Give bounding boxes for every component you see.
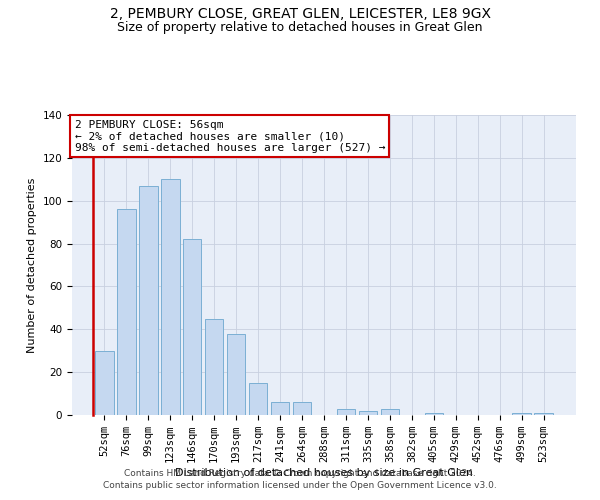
Text: Contains public sector information licensed under the Open Government Licence v3: Contains public sector information licen… [103, 481, 497, 490]
Bar [359, 410, 377, 415]
Bar [183, 240, 202, 415]
Text: Size of property relative to detached houses in Great Glen: Size of property relative to detached ho… [117, 22, 483, 35]
Bar [337, 408, 355, 415]
Text: Contains HM Land Registry data © Crown copyright and database right 2024.: Contains HM Land Registry data © Crown c… [124, 468, 476, 477]
Text: 2 PEMBURY CLOSE: 56sqm
← 2% of detached houses are smaller (10)
98% of semi-deta: 2 PEMBURY CLOSE: 56sqm ← 2% of detached … [74, 120, 385, 152]
Bar [249, 383, 268, 415]
Bar [512, 413, 531, 415]
Bar [535, 413, 553, 415]
Bar [205, 318, 223, 415]
Bar [380, 408, 399, 415]
Bar [227, 334, 245, 415]
X-axis label: Distribution of detached houses by size in Great Glen: Distribution of detached houses by size … [175, 468, 473, 478]
Bar [425, 413, 443, 415]
Bar [161, 180, 179, 415]
Bar [95, 350, 113, 415]
Text: 2, PEMBURY CLOSE, GREAT GLEN, LEICESTER, LE8 9GX: 2, PEMBURY CLOSE, GREAT GLEN, LEICESTER,… [110, 8, 491, 22]
Y-axis label: Number of detached properties: Number of detached properties [27, 178, 37, 352]
Bar [293, 402, 311, 415]
Bar [271, 402, 289, 415]
Bar [117, 210, 136, 415]
Bar [139, 186, 158, 415]
